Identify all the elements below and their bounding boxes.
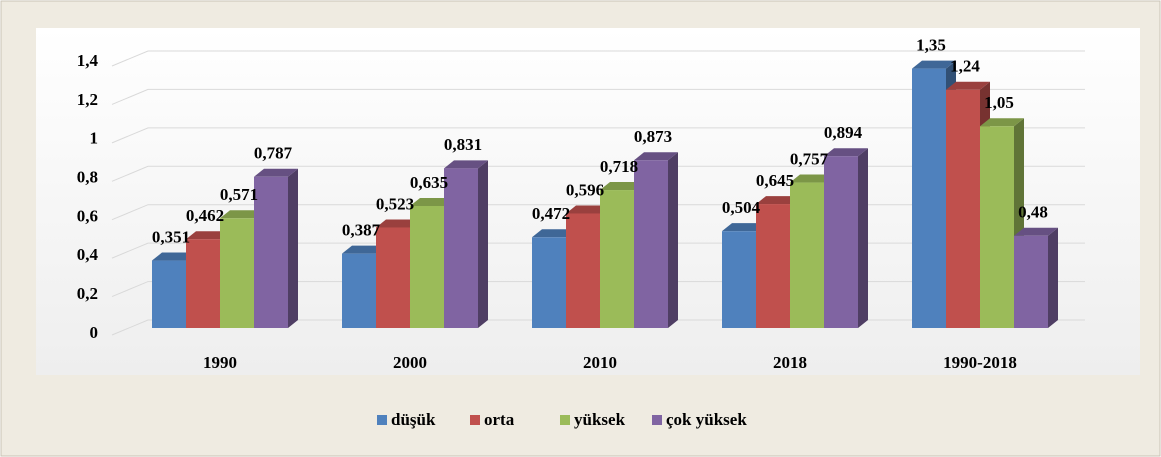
bar [254, 176, 288, 328]
y-tick-label: 0,4 [77, 245, 99, 264]
data-label: 0,523 [376, 194, 414, 213]
x-tick-label: 2010 [583, 353, 617, 372]
y-tick-label: 0 [90, 323, 99, 342]
bar [186, 239, 220, 328]
data-label: 0,718 [600, 157, 638, 176]
bar-top [152, 252, 196, 261]
bar-top [980, 118, 1024, 127]
data-label: 1,24 [950, 57, 980, 76]
bar-top [532, 229, 576, 238]
grid-line [111, 50, 1085, 67]
bar-top [756, 196, 800, 205]
data-label: 0,596 [566, 180, 604, 199]
legend-label: çok yüksek [666, 410, 747, 429]
legend-swatch [652, 415, 662, 425]
data-label: 0,472 [532, 204, 570, 223]
legend-label: düşük [391, 410, 436, 429]
bar-top [376, 219, 420, 228]
bar [824, 156, 858, 328]
bar [912, 68, 946, 328]
bar [634, 160, 668, 328]
x-tick-label: 2018 [773, 353, 807, 372]
y-tick-label: 0,2 [77, 284, 98, 303]
bar-top [790, 174, 834, 183]
grid-line [111, 165, 1085, 182]
bar-top [600, 182, 644, 191]
bar [756, 204, 790, 328]
data-label: 0,645 [756, 171, 794, 190]
bar [376, 227, 410, 328]
grid-line [111, 127, 1085, 144]
bar [600, 190, 634, 328]
data-label: 0,873 [634, 127, 672, 146]
x-tick-label: 1990-2018 [943, 353, 1017, 372]
bar-top [912, 60, 956, 69]
x-tick-label: 1990 [203, 353, 237, 372]
bar-top [722, 223, 766, 232]
data-label: 0,635 [410, 173, 448, 192]
legend-label: orta [484, 410, 515, 429]
data-label: 0,831 [444, 135, 482, 154]
bar-top [342, 245, 386, 254]
bar [566, 213, 600, 328]
data-label: 0,504 [722, 198, 761, 217]
data-label: 1,05 [984, 93, 1014, 112]
bar-top [634, 152, 678, 161]
data-label: 0,387 [342, 221, 381, 240]
y-tick-label: 1,2 [77, 90, 98, 109]
bar-top [186, 231, 230, 240]
y-tick-label: 1,4 [77, 51, 99, 70]
data-label: 0,787 [254, 144, 293, 163]
bar-top [444, 160, 488, 169]
legend-swatch [560, 415, 570, 425]
bar [152, 260, 186, 328]
bar-side [858, 148, 868, 328]
bar-top [946, 81, 990, 90]
bar-top [410, 197, 454, 206]
data-label: 1,35 [916, 36, 946, 55]
legend-swatch [377, 415, 387, 425]
data-label: 0,757 [790, 149, 829, 168]
bar-top [1014, 227, 1058, 236]
data-label: 0,48 [1018, 203, 1048, 222]
legend-swatch [470, 415, 480, 425]
bar-top [220, 210, 264, 219]
bar [342, 253, 376, 328]
data-label: 0,571 [220, 185, 258, 204]
bar [220, 218, 254, 328]
legend-label: yüksek [574, 410, 626, 429]
bar [980, 126, 1014, 328]
bar [946, 89, 980, 328]
bar [722, 231, 756, 328]
data-label: 0,462 [186, 206, 224, 225]
bar [444, 168, 478, 328]
data-label: 0,894 [824, 123, 863, 142]
bar-side [288, 168, 298, 328]
y-tick-label: 0,8 [77, 167, 98, 186]
bar [1014, 235, 1048, 328]
bar-top [824, 148, 868, 157]
bar-side [478, 160, 488, 328]
x-tick-label: 2000 [393, 353, 427, 372]
bar-top [566, 205, 610, 214]
data-label: 0,351 [152, 227, 190, 246]
bar-top [254, 168, 298, 177]
grid-line [111, 88, 1085, 105]
bar [410, 205, 444, 328]
y-tick-label: 1 [90, 129, 99, 148]
bar [790, 182, 824, 328]
y-tick-label: 0,6 [77, 206, 98, 225]
bar [532, 237, 566, 328]
bar-side [1048, 227, 1058, 328]
bar-side [668, 152, 678, 328]
